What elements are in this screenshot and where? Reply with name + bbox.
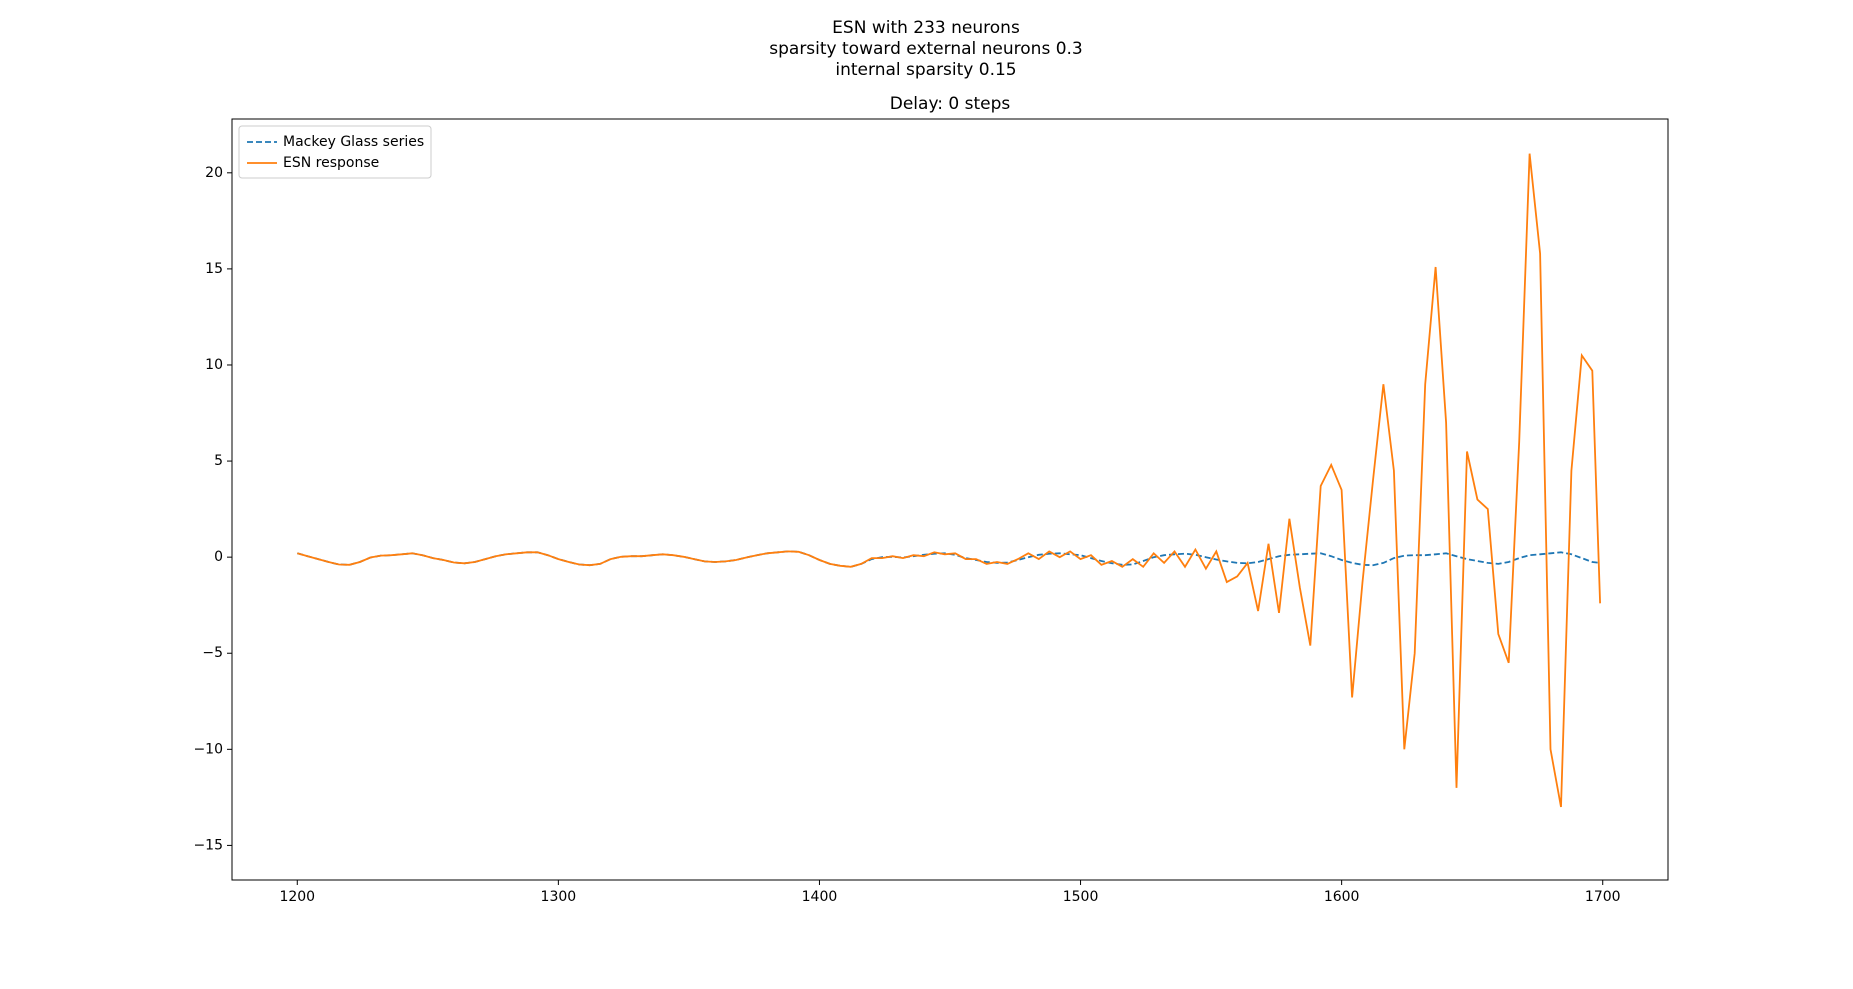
legend-label: ESN response <box>283 155 379 171</box>
suptitle: ESN with 233 neurons <box>832 18 1020 38</box>
x-tick-label: 1700 <box>1585 889 1621 905</box>
x-tick-label: 1200 <box>279 889 315 905</box>
x-tick-label: 1400 <box>802 889 838 905</box>
y-tick-label: 20 <box>205 165 223 181</box>
y-tick-label: 0 <box>214 549 223 565</box>
y-tick-label: 10 <box>205 357 223 373</box>
legend-box <box>238 125 432 179</box>
y-tick-label: −15 <box>193 837 223 853</box>
x-tick-label: 1500 <box>1063 889 1099 905</box>
y-tick-label: −10 <box>193 741 223 757</box>
x-tick-label: 1600 <box>1324 889 1360 905</box>
y-tick-label: −5 <box>202 645 223 661</box>
suptitle: internal sparsity 0.15 <box>835 60 1016 80</box>
suptitle: sparsity toward external neurons 0.3 <box>769 39 1083 59</box>
series-line <box>297 153 1601 808</box>
x-tick-label: 1300 <box>541 889 577 905</box>
y-tick-label: 15 <box>205 261 223 277</box>
y-tick-label: 5 <box>214 453 223 469</box>
plot-frame <box>231 118 1669 881</box>
legend-label: Mackey Glass series <box>283 134 424 150</box>
chart-title: Delay: 0 steps <box>890 94 1011 114</box>
